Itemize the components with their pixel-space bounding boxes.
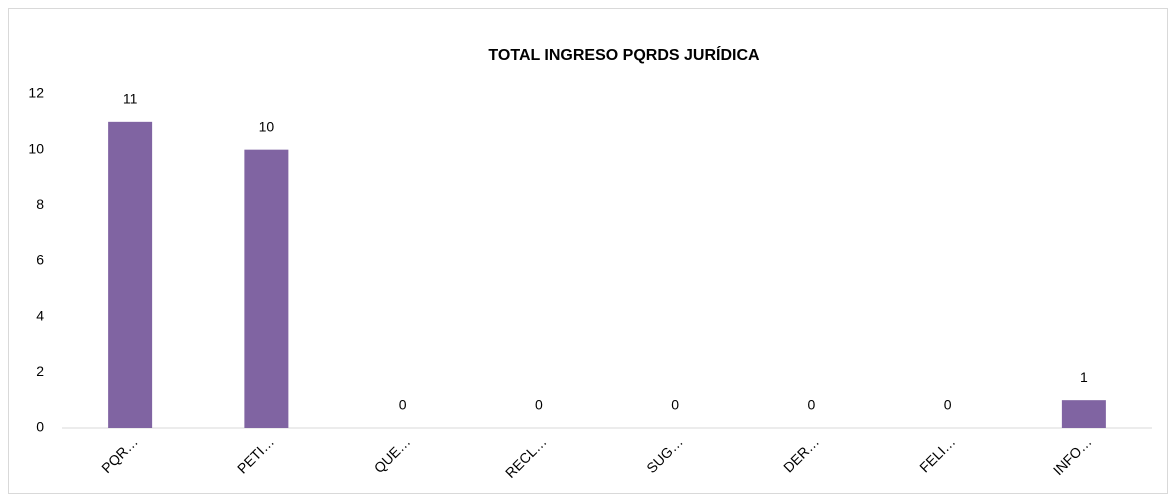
y-tick-label: 6 — [36, 252, 44, 268]
data-label: 10 — [259, 118, 275, 134]
y-tick-label: 0 — [36, 419, 44, 435]
bar — [244, 149, 289, 428]
y-tick-label: 10 — [28, 140, 44, 156]
bar — [108, 121, 153, 428]
data-label: 0 — [944, 397, 952, 413]
data-label: 1 — [1080, 369, 1088, 385]
y-tick-label: 8 — [36, 196, 44, 212]
bar — [1061, 400, 1106, 428]
chart-border — [8, 8, 1168, 494]
y-tick-label: 12 — [28, 85, 44, 101]
data-label: 0 — [399, 397, 407, 413]
data-label: 11 — [123, 91, 138, 107]
data-label: 0 — [807, 397, 815, 413]
data-label: 0 — [535, 397, 543, 413]
data-label: 0 — [671, 397, 679, 413]
chart-title: TOTAL INGRESO PQRDS JURÍDICA — [488, 45, 760, 64]
y-tick-label: 2 — [36, 363, 44, 379]
y-tick-label: 4 — [36, 307, 44, 323]
